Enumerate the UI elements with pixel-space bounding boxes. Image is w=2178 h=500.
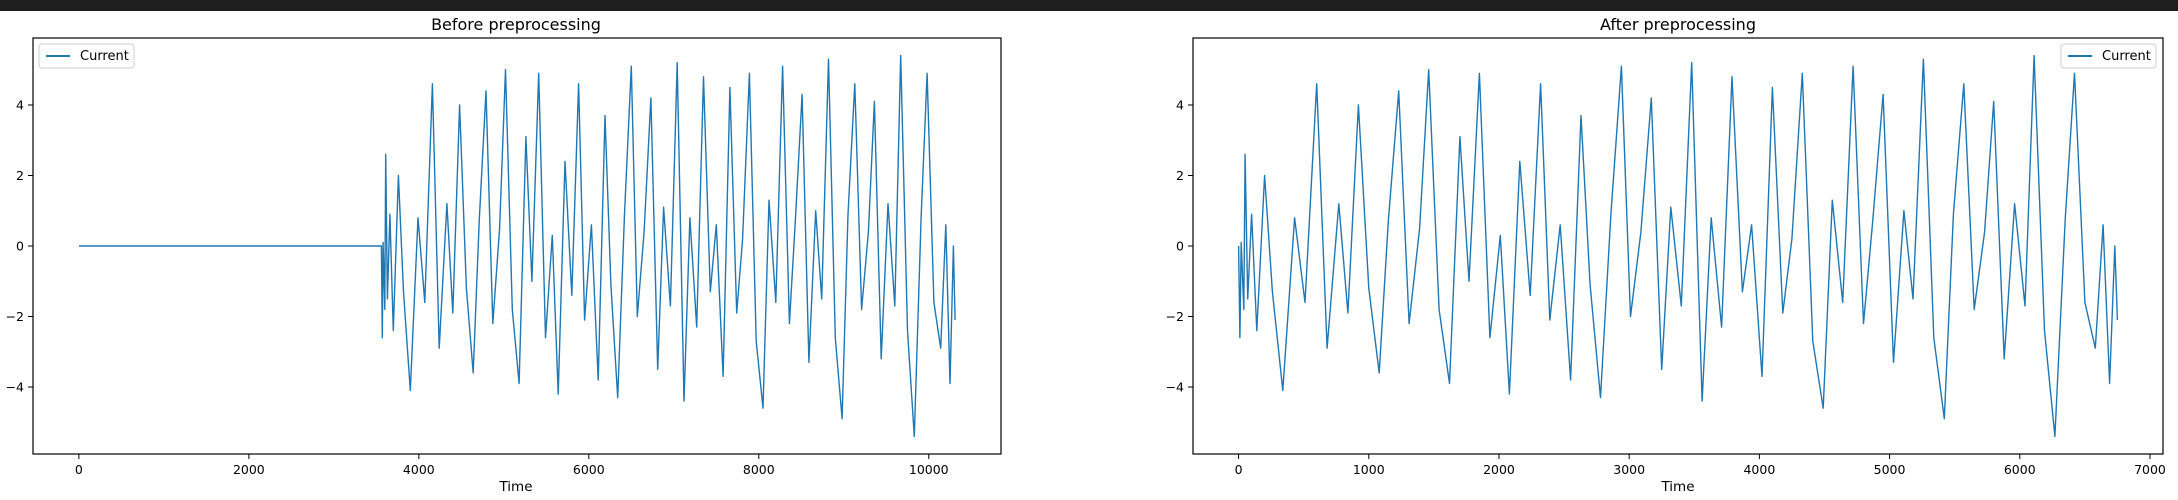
x-tick-label: 2000 <box>1483 462 1515 477</box>
x-tick-label: 0 <box>1235 462 1243 477</box>
x-tick-label: 2000 <box>233 462 265 477</box>
chart-title-before: Before preprocessing <box>431 15 601 34</box>
x-tick-label: 6000 <box>2004 462 2036 477</box>
legend-after: Current <box>2060 43 2157 69</box>
x-axis-label-after: Time <box>1660 479 1694 495</box>
y-tick-label: 4 <box>16 97 24 112</box>
x-axis-label-before: Time <box>498 479 532 495</box>
x-tick-label: 0 <box>75 462 83 477</box>
y-tick-label: −4 <box>1166 380 1184 395</box>
y-tick-label: 2 <box>16 168 24 183</box>
x-tick-label: 8000 <box>743 462 775 477</box>
x-tick-label: 10000 <box>909 462 949 477</box>
y-tick-label: 4 <box>1176 97 1184 112</box>
x-ticks-after: 0 1000 2000 3000 4000 5000 6000 7000 <box>1235 454 2166 477</box>
panel-after: After preprocessing 0 1000 2000 3000 4000 500… <box>1166 15 2166 495</box>
y-tick-label: −2 <box>1166 309 1184 324</box>
window-top-bar <box>0 0 2178 11</box>
series-line-current-after <box>1237 54 2119 438</box>
x-tick-label: 4000 <box>403 462 435 477</box>
legend-box-before <box>38 43 135 69</box>
legend-label-before: Current <box>80 49 129 64</box>
plot-area-after <box>1192 37 2164 455</box>
x-tick-label: 6000 <box>573 462 605 477</box>
legend-label-after: Current <box>2102 49 2151 64</box>
y-tick-label: 0 <box>16 239 24 254</box>
y-tick-label: −2 <box>6 309 24 324</box>
panel-before: Before preprocessing 0 2000 4000 6000 8000 10… <box>6 15 1002 495</box>
x-tick-label: 5000 <box>1874 462 1906 477</box>
x-tick-label: 3000 <box>1613 462 1645 477</box>
chart-title-after: After preprocessing <box>1600 15 1756 34</box>
x-tick-label: 4000 <box>1743 462 1775 477</box>
series-line-current-before <box>78 54 956 438</box>
x-ticks-before: 0 2000 4000 6000 8000 10000 <box>75 454 949 477</box>
x-tick-label: 1000 <box>1353 462 1385 477</box>
y-tick-label: −4 <box>6 380 24 395</box>
y-tick-label: 0 <box>1176 239 1184 254</box>
y-tick-label: 2 <box>1176 168 1184 183</box>
y-ticks-after: −4 −2 0 2 4 <box>1166 97 1193 395</box>
x-tick-label: 7000 <box>2134 462 2166 477</box>
y-ticks-before: −4 −2 0 2 4 <box>6 97 33 395</box>
legend-before: Current <box>38 43 135 69</box>
legend-box-after <box>2060 43 2157 69</box>
